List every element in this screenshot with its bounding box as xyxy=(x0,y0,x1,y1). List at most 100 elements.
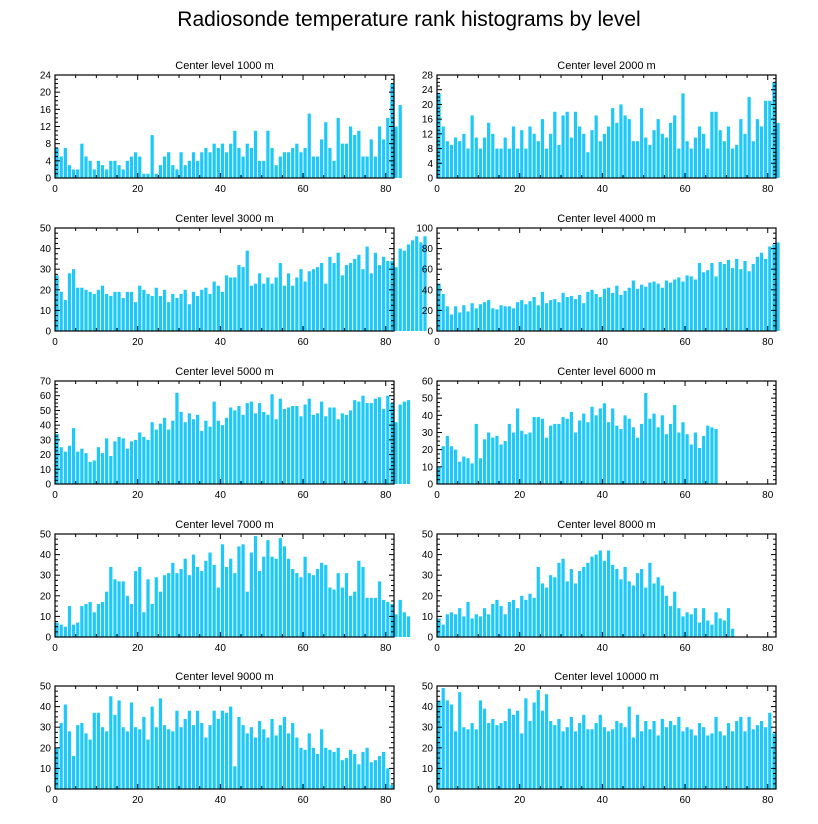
histogram-bar xyxy=(681,731,685,789)
histogram-bar xyxy=(569,569,573,637)
x-tick-label: 0 xyxy=(434,643,440,654)
histogram-bar xyxy=(63,704,67,789)
histogram-bar xyxy=(270,556,274,637)
histogram-bar xyxy=(76,725,80,789)
histogram-bar xyxy=(307,271,311,331)
histogram-bar xyxy=(382,751,386,789)
histogram-bar xyxy=(398,248,402,331)
histogram-bar xyxy=(92,712,96,789)
histogram-bar xyxy=(507,148,511,178)
histogram-bar xyxy=(569,716,573,789)
histogram-bar xyxy=(453,614,458,637)
histogram-bar xyxy=(80,448,84,484)
histogram-bar xyxy=(386,601,390,637)
histogram-panel: Center level 4000 m 0 20 40 60 80 0 20 40 60 80 100 xyxy=(416,213,780,348)
histogram-bar xyxy=(582,413,586,484)
histogram-bar xyxy=(357,254,361,331)
histogram-bar xyxy=(627,119,631,178)
y-tick-label: 60 xyxy=(422,265,434,276)
histogram-bar xyxy=(162,417,167,484)
histogram-bar xyxy=(648,282,652,331)
y-tick-label: 50 xyxy=(422,530,434,541)
y-tick-label: 10 xyxy=(40,764,52,775)
histogram-bar xyxy=(266,277,270,331)
histogram-bar xyxy=(549,133,553,178)
histogram-bar xyxy=(635,437,640,484)
histogram-bar xyxy=(544,148,549,178)
y-tick-label: 12 xyxy=(422,129,434,140)
histogram-bar xyxy=(693,608,697,637)
histogram-bar xyxy=(677,432,681,484)
histogram-bar xyxy=(635,141,640,178)
histogram-bar xyxy=(673,115,677,178)
histogram-bar xyxy=(718,130,722,178)
histogram-bar xyxy=(710,733,714,789)
histogram-bar xyxy=(664,137,669,178)
histogram-bar xyxy=(402,612,406,637)
histogram-bar xyxy=(179,569,183,637)
panel-title: Center level 5000 m xyxy=(175,366,273,378)
histogram-bar xyxy=(266,130,270,178)
histogram-bar xyxy=(540,291,545,331)
histogram-bar xyxy=(353,258,357,331)
histogram-bar xyxy=(286,273,291,331)
histogram-bar xyxy=(216,147,220,178)
histogram-bar xyxy=(59,723,63,789)
histogram-bar xyxy=(511,308,516,331)
histogram-bar xyxy=(336,747,340,789)
histogram-panel: Center level 2000 m 0 20 40 60 80 0 4 8 12 16 20 24 2… xyxy=(422,60,780,195)
histogram-bar xyxy=(495,599,499,637)
histogram-bar xyxy=(142,716,146,789)
histogram-bar xyxy=(208,152,212,178)
y-tick-label: 40 xyxy=(422,702,434,713)
histogram-bar xyxy=(96,604,101,637)
histogram-bar xyxy=(516,408,520,484)
histogram-bar xyxy=(187,413,191,484)
histogram-bar xyxy=(635,288,640,331)
histogram-bar xyxy=(154,287,158,331)
histogram-bar xyxy=(735,721,739,789)
histogram-bar xyxy=(693,432,697,484)
x-tick-label: 80 xyxy=(762,184,774,195)
histogram-bar xyxy=(722,735,726,789)
histogram-bar xyxy=(84,453,88,484)
x-tick-label: 40 xyxy=(597,490,609,501)
histogram-bar xyxy=(524,148,528,178)
histogram-bar xyxy=(76,451,80,484)
histogram-bar xyxy=(241,414,245,484)
histogram-bar xyxy=(648,144,652,178)
histogram-bar xyxy=(449,144,454,178)
histogram-bar xyxy=(660,287,664,331)
y-tick-label: 30 xyxy=(40,723,52,734)
histogram-bar xyxy=(249,727,253,789)
histogram-bar xyxy=(109,456,113,484)
histogram-bar xyxy=(470,618,474,637)
histogram-bar xyxy=(344,265,349,331)
histogram-bar xyxy=(544,694,549,789)
histogram-bar xyxy=(627,581,631,637)
histogram-bar xyxy=(171,731,175,789)
histogram-bar xyxy=(315,267,320,331)
histogram-bar xyxy=(245,591,249,637)
histogram-bar xyxy=(80,723,84,789)
histogram-bar xyxy=(328,587,332,637)
histogram-bar xyxy=(445,614,449,637)
histogram-bar xyxy=(154,173,158,178)
histogram-bar xyxy=(307,573,311,637)
panel-title: Center level 3000 m xyxy=(175,213,273,225)
histogram-bar xyxy=(726,126,731,178)
y-tick-label: 10 xyxy=(40,306,52,317)
histogram-bar xyxy=(162,575,167,637)
x-tick-label: 60 xyxy=(297,184,309,195)
histogram-bar xyxy=(685,434,689,484)
histogram-bar xyxy=(299,747,303,789)
histogram-bar xyxy=(772,733,776,789)
histogram-bar xyxy=(507,708,511,789)
x-tick-label: 0 xyxy=(52,643,58,654)
histogram-bar xyxy=(270,394,274,484)
histogram-bar xyxy=(274,419,278,484)
histogram-bar xyxy=(63,626,67,637)
x-tick-label: 80 xyxy=(762,490,774,501)
histogram-bar xyxy=(328,256,332,331)
histogram-bar xyxy=(258,721,262,789)
